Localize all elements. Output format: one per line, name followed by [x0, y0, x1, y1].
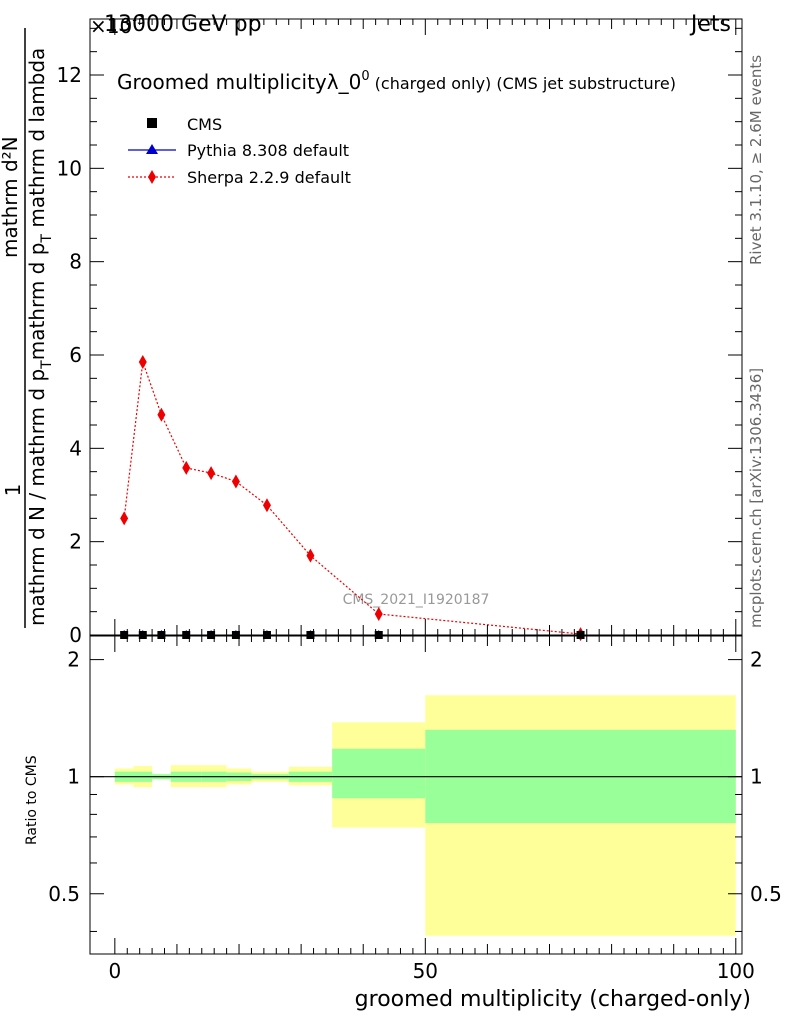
y-tick-label: 6 [69, 343, 82, 367]
cms-point [120, 631, 129, 639]
cms-point [157, 631, 166, 639]
ratio-y-tick-label-right: 1 [750, 765, 763, 789]
main-plot-frame [89, 18, 743, 636]
cms-point [138, 631, 147, 639]
sherpa-line [123, 361, 581, 635]
ratio-y-tick-label-right: 0.5 [750, 882, 782, 906]
cms-point [306, 631, 315, 639]
ratio-plot-frame [89, 635, 743, 955]
x-tick-label: 100 [717, 959, 755, 983]
ratio-y-tick-label: 2 [67, 648, 80, 672]
y-tick-label: 8 [69, 250, 82, 274]
x-tick-label: 50 [413, 959, 438, 983]
ratio-band-inner [332, 748, 426, 799]
y-tick-label: 0 [69, 623, 82, 647]
ratio-y-tick-label: 1 [67, 765, 80, 789]
y-tick-label: 12 [57, 63, 82, 87]
cms-point [262, 631, 271, 639]
sherpa-point [262, 498, 271, 513]
y-label-numerator: mathrm d²N [0, 136, 22, 258]
mcplots-label: mcplots.cern.ch [arXiv:1306.3436] [747, 368, 765, 628]
sherpa-point [120, 511, 129, 526]
sherpa-point [138, 355, 147, 369]
cms-point [182, 631, 191, 639]
y-tick-label: 4 [69, 436, 82, 460]
sherpa-point [231, 474, 240, 489]
y-axis-label: 1 mathrm d N / mathrm d pTmathrm d pT ma… [0, 28, 55, 628]
analysis-id: CMS_2021_I1920187 [343, 592, 490, 608]
header-category: Jets [689, 12, 731, 37]
cms-point [231, 631, 240, 639]
rivet-label: Rivet 3.1.10, ≥ 2.6M events [747, 55, 765, 265]
cms-point [374, 631, 383, 639]
sherpa-point [374, 607, 383, 621]
sherpa-point [157, 407, 166, 422]
ratio-y-tick-label-right: 2 [750, 648, 763, 672]
x-tick-label: 0 [108, 959, 121, 983]
ratio-y-tick-label: 0.5 [48, 882, 80, 906]
cms-point [576, 631, 585, 639]
y-tick-label: 10 [57, 156, 82, 180]
cms-point [207, 631, 216, 639]
legend: CMS Pythia 8.308 default Sherpa 2.2.9 de… [128, 115, 351, 187]
legend-marker-pythia [146, 144, 158, 154]
sherpa-point [207, 466, 216, 481]
legend-label-sherpa: Sherpa 2.2.9 default [187, 168, 351, 187]
y-label-one: 1 [1, 484, 25, 497]
ratio-bands [90, 695, 742, 936]
y-label-denominator: mathrm d N / mathrm d pTmathrm d pT math… [25, 48, 55, 626]
legend-marker-sherpa [148, 170, 156, 184]
legend-label-cms: CMS [187, 115, 222, 134]
legend-marker-cms [147, 118, 157, 128]
sherpa-point [182, 460, 191, 475]
plot-title: Groomed multiplicityλ_00 (charged only) … [117, 69, 676, 94]
ratio-y-label: Ratio to CMS [24, 755, 40, 845]
main-marks [120, 355, 585, 642]
sherpa-point [306, 548, 315, 563]
y-tick-label: 2 [69, 530, 82, 554]
header-energy: 13000 GeV pp [104, 12, 262, 37]
x-axis-label: groomed multiplicity (charged-only) [355, 987, 751, 1012]
legend-label-pythia: Pythia 8.308 default [187, 141, 349, 160]
y-scale-exponent: ×10-3 [90, 13, 145, 38]
